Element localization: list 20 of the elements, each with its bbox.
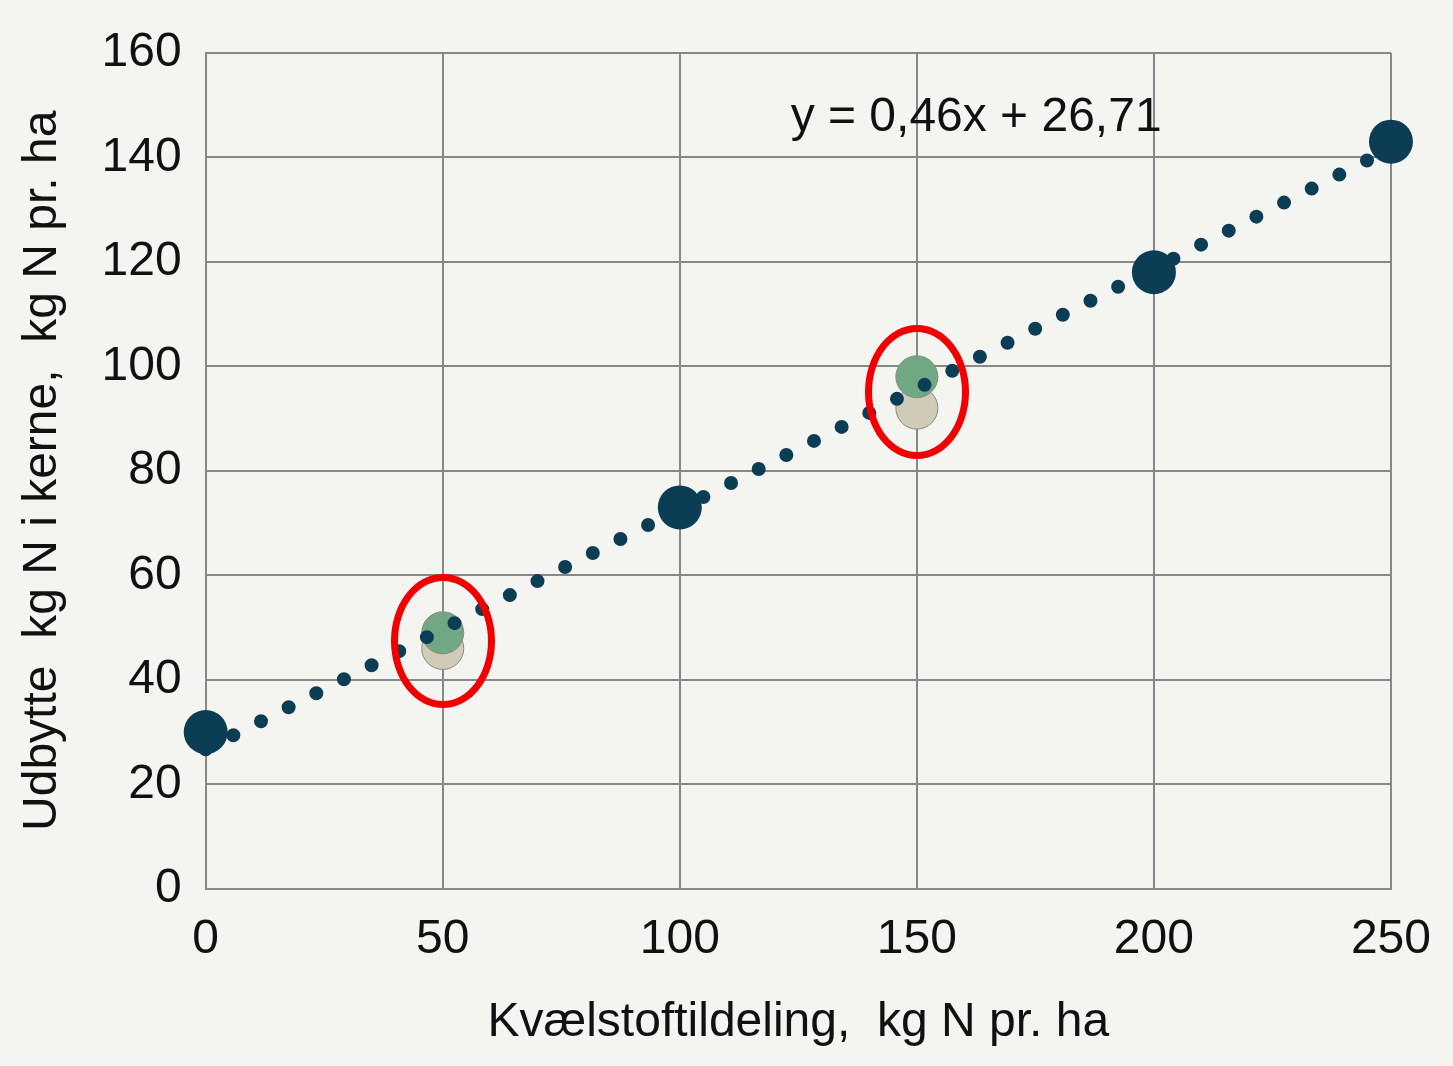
y-tick-label: 160: [101, 23, 182, 77]
y-tick-label: 80: [128, 441, 182, 495]
y-tick-label: 40: [128, 650, 182, 704]
x-tick-label: 200: [1113, 909, 1194, 963]
y-tick-label: 60: [128, 545, 182, 599]
x-tick-label: 150: [876, 909, 957, 963]
x-axis-title: Kvælstoftildeling, kg N pr. ha: [487, 993, 1110, 1047]
y-tick-label: 20: [128, 754, 182, 808]
x-tick-label: 250: [1350, 909, 1431, 963]
x-tick-label: 100: [639, 909, 720, 963]
y-tick-label: 0: [154, 859, 182, 913]
x-tick-label: 50: [416, 909, 470, 963]
annotation: y = 0,46x + 26,71: [790, 88, 1162, 142]
y-axis-title: Udbytte kg N i kerne, kg N pr. ha: [13, 110, 67, 831]
y-tick-label: 140: [101, 127, 182, 181]
y-tick-label: 120: [101, 232, 182, 286]
point: [183, 710, 228, 755]
y-tick-label: 100: [101, 336, 182, 390]
x-tick-label: 0: [192, 909, 220, 963]
point: [1368, 119, 1413, 164]
